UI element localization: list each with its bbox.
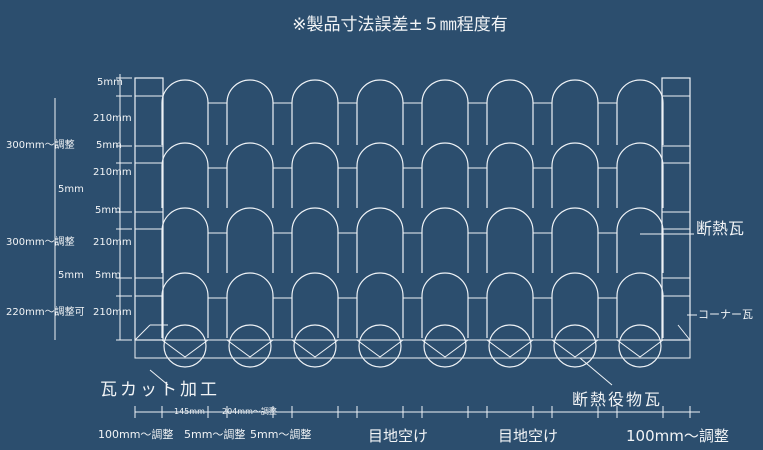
insulation-tile — [551, 207, 599, 273]
dim-210mm-a: 210mm — [93, 113, 132, 124]
insulation-tile — [486, 142, 534, 208]
insulation-tile — [291, 207, 339, 273]
insulation-tile-label: 断熱瓦 — [696, 219, 744, 238]
insulation-trim-tile — [228, 324, 272, 368]
insulation-tile — [421, 142, 469, 208]
insulation-tile — [161, 207, 209, 273]
dim-300mm-adjust-b: 300mm～調整 — [6, 235, 75, 248]
insulation-trim-tile — [358, 324, 402, 368]
dim-210mm-b: 210mm — [93, 167, 132, 178]
joint-gap-label-1: 目地空け — [368, 427, 428, 445]
cut-corner-right — [677, 324, 691, 341]
dim-5mm-adjust-left: 5mm～調整 — [184, 427, 245, 441]
corner-tile-label: コーナー瓦 — [698, 308, 753, 321]
dim-100mm-adjust-left: 100mm～調整 — [98, 427, 173, 441]
leader-line — [149, 369, 169, 386]
insulation-tile — [161, 142, 209, 208]
dim-145mm: 145mm — [174, 407, 205, 416]
insulation-tile — [291, 79, 339, 145]
insulation-tile — [226, 79, 274, 145]
insulation-tile — [356, 272, 404, 338]
base-strip — [134, 339, 691, 359]
right-end-column — [661, 77, 691, 341]
insulation-tile — [551, 79, 599, 145]
insulation-tile — [616, 142, 664, 208]
insulation-tile — [356, 79, 404, 145]
leader-line — [579, 357, 613, 386]
insulation-tile — [421, 207, 469, 273]
insulation-tile — [356, 142, 404, 208]
dim-5mm-adjust-right: 5mm～調整 — [250, 427, 311, 441]
base-zigzag — [135, 339, 690, 358]
dim-210mm-d: 210mm — [93, 307, 132, 318]
dim-5mm-b: 5mm — [95, 205, 121, 216]
dim-5mm-outer: 5mm — [58, 184, 84, 195]
insulation-tile — [551, 272, 599, 338]
tile-cut-label: 瓦カット加工 — [100, 380, 220, 400]
dim-204mm-adjust: 204mm～調整 — [222, 406, 277, 416]
dim-300mm-adjust-a: 300mm～調整 — [6, 138, 75, 151]
left-end-column — [134, 77, 164, 341]
insulation-tile — [421, 272, 469, 338]
insulation-tile — [226, 207, 274, 273]
insulation-trim-tile-label: 断熱役物瓦 — [572, 390, 662, 409]
dim-5mm-c: 5mm — [95, 270, 121, 281]
insulation-trim-tile — [553, 324, 597, 368]
insulation-tile — [161, 272, 209, 338]
insulation-trim-tile — [163, 324, 207, 368]
dim-210mm-c: 210mm — [93, 237, 132, 248]
insulation-tile — [291, 272, 339, 338]
dim-5mm-a: 5mm — [96, 140, 122, 151]
dim-100mm-adjust-right: 100mm～調整 — [626, 427, 729, 445]
insulation-tile — [486, 79, 534, 145]
insulation-tile — [291, 142, 339, 208]
insulation-trim-tile — [293, 324, 337, 368]
insulation-tile — [616, 79, 664, 145]
dim-220mm-adjustable: 220mm～調整可 — [6, 305, 85, 318]
insulation-tile — [161, 79, 209, 145]
insulation-tile — [226, 272, 274, 338]
insulation-tile — [486, 207, 534, 273]
insulation-tile — [486, 272, 534, 338]
insulation-tile — [551, 142, 599, 208]
tolerance-note: ※製品寸法誤差±５㎜程度有 — [292, 15, 508, 35]
dim-5mm-outer-b: 5mm — [58, 270, 84, 281]
insulation-tile — [421, 79, 469, 145]
joint-gap-label-2: 目地空け — [498, 427, 558, 445]
dim-5mm-top: 5mm — [97, 77, 123, 88]
insulation-tile — [616, 272, 664, 338]
insulation-trim-tile — [618, 324, 662, 368]
insulation-tile — [616, 207, 664, 273]
cut-corner-left — [134, 324, 151, 341]
insulation-trim-tile — [488, 324, 532, 368]
insulation-trim-tile — [423, 324, 467, 368]
insulation-tile — [226, 142, 274, 208]
insulation-tile — [356, 207, 404, 273]
